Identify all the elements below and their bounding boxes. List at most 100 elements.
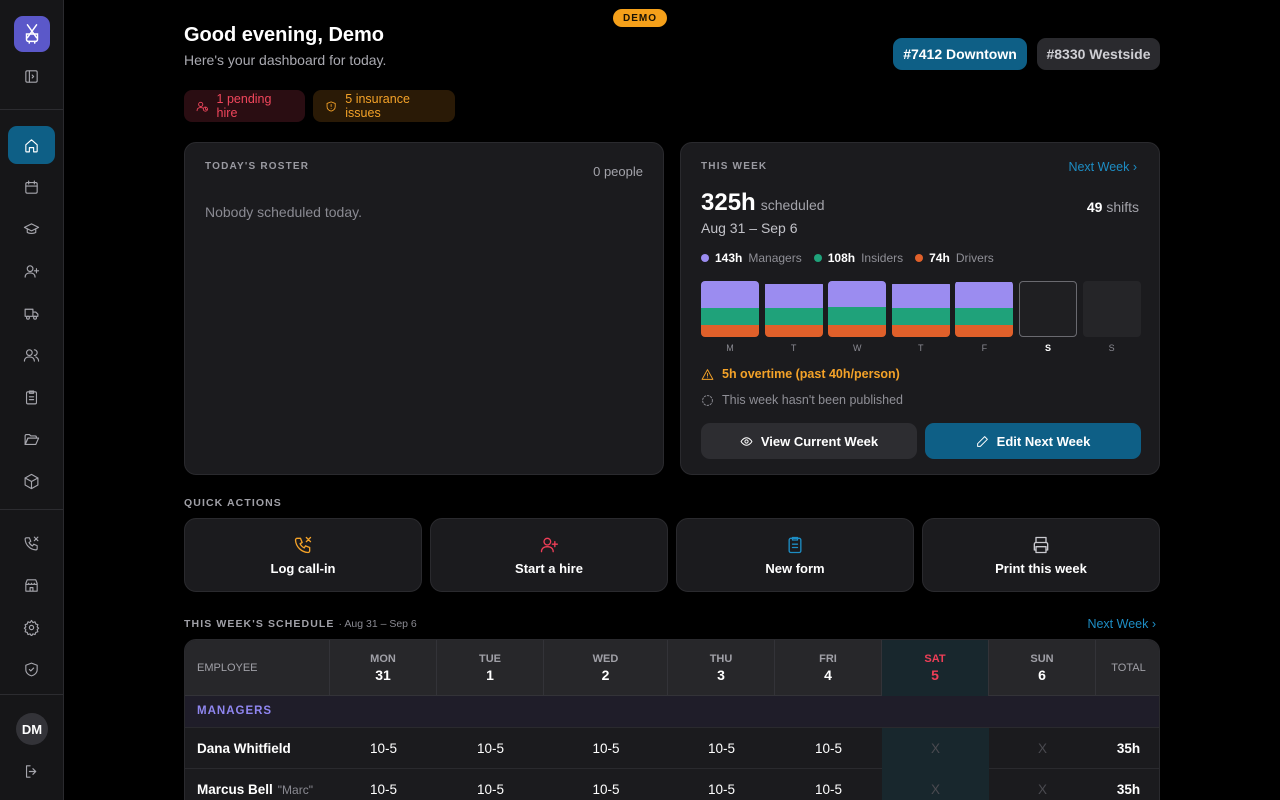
table-row[interactable]: Marcus Bell "Marc" 10-5 10-5 10-5 10-5 10-5 X X 3… xyxy=(185,769,1159,800)
drivers-segment xyxy=(891,325,950,337)
settings-icon[interactable] xyxy=(8,608,55,646)
store-tab-westside[interactable]: #8330 Westside xyxy=(1037,38,1160,70)
day-column-header: WED 2 xyxy=(544,640,668,696)
pending-hire-alert[interactable]: 1 pending hire xyxy=(184,90,305,122)
scheduled-hours: 325h scheduled xyxy=(701,189,825,217)
truck-icon[interactable] xyxy=(8,294,55,332)
day-column-header: FRI 4 xyxy=(775,640,882,696)
shift-cell[interactable]: 10-5 xyxy=(592,782,620,797)
day-bar xyxy=(1082,281,1141,337)
managers-segment xyxy=(701,281,759,308)
view-current-week-button[interactable]: View Current Week xyxy=(701,423,917,459)
table-row[interactable]: Dana Whitfield 10-5 10-5 10-5 10-5 10-5 X X 35h xyxy=(185,728,1159,769)
graduation-cap-icon[interactable] xyxy=(8,210,55,248)
shift-cell[interactable]: 10-5 xyxy=(476,782,505,797)
todays-roster-card: TODAY'S ROSTER 0 people Nobody scheduled… xyxy=(184,142,664,475)
managers-segment xyxy=(955,282,1014,308)
log-call-in-button[interactable]: Log call-in xyxy=(184,518,422,592)
day-column-header: TUE 1 xyxy=(437,640,544,696)
card-title: THIS WEEK xyxy=(701,161,768,172)
page-title: Good evening, Demo xyxy=(184,24,385,46)
shift-cell[interactable]: 10-5 xyxy=(369,782,398,797)
schedule-table: EMPLOYEE TOTAL MON 31 TUE 1 WED 2 THU 3 FRI 4 SAT 5… xyxy=(184,639,1160,800)
shift-cell[interactable]: 10-5 xyxy=(814,782,843,797)
managers-group-row: MANAGERS xyxy=(185,696,1159,728)
insiders-segment xyxy=(764,307,823,326)
day-label: M xyxy=(726,343,734,353)
week-date-range: Aug 31 – Sep 6 xyxy=(701,220,798,236)
managers-segment xyxy=(891,284,950,308)
sidebar-divider xyxy=(0,694,63,695)
user-clock-icon xyxy=(196,101,208,112)
collapse-sidebar-icon[interactable] xyxy=(8,57,55,95)
package-icon[interactable] xyxy=(8,462,55,500)
shift-cell[interactable]: X xyxy=(882,769,989,800)
new-form-button[interactable]: New form xyxy=(676,518,914,592)
edit-next-week-button[interactable]: Edit Next Week xyxy=(925,423,1141,459)
shift-cell[interactable]: X xyxy=(1037,782,1047,797)
hours-unit: scheduled xyxy=(760,197,825,213)
folder-open-icon[interactable] xyxy=(8,420,55,458)
row-total: 35h xyxy=(1116,741,1141,756)
shifts-count: 49 shifts xyxy=(1086,199,1139,215)
start-a-hire-button[interactable]: Start a hire xyxy=(430,518,668,592)
legend-drivers: 74h Drivers xyxy=(915,251,994,265)
shift-cell[interactable]: 10-5 xyxy=(592,741,620,756)
legend-insiders: 108h Insiders xyxy=(813,251,903,265)
user-plus-icon[interactable] xyxy=(8,252,55,290)
logout-icon[interactable] xyxy=(8,752,55,790)
store-tab-downtown[interactable]: #7412 Downtown xyxy=(893,38,1027,70)
phone-x-icon[interactable] xyxy=(8,524,55,562)
this-week-card: THIS WEEK Next Week › 325h scheduled Aug… xyxy=(680,142,1160,475)
shift-cell[interactable]: X xyxy=(1037,741,1047,756)
clipboard-icon xyxy=(788,536,802,553)
shift-cell[interactable]: 10-5 xyxy=(707,741,736,756)
legend-managers: 143h Managers xyxy=(701,251,802,265)
shift-cell[interactable]: 10-5 xyxy=(707,782,736,797)
day-column-header: SUN 6 xyxy=(989,640,1096,696)
employee-name[interactable]: Dana Whitfield xyxy=(197,741,291,756)
app-logo-icon[interactable] xyxy=(14,16,50,52)
drivers-segment xyxy=(701,325,759,337)
shift-cell[interactable]: 10-5 xyxy=(476,741,505,756)
shift-cell[interactable]: 10-5 xyxy=(369,741,398,756)
insurance-issues-alert[interactable]: 5 insurance issues xyxy=(313,90,455,122)
day-bar xyxy=(764,281,823,337)
store-icon[interactable] xyxy=(8,566,55,604)
day-column-header: THU 3 xyxy=(668,640,775,696)
day-label: W xyxy=(852,343,862,353)
unpublished-notice: This week hasn't been published xyxy=(701,393,903,407)
page-subtitle: Here's your dashboard for today. xyxy=(184,52,387,68)
sidebar: DM xyxy=(0,0,64,800)
day-bar xyxy=(828,281,887,337)
drivers-segment xyxy=(828,325,887,337)
day-label: T xyxy=(918,343,924,353)
schedule-next-week-link[interactable]: Next Week › xyxy=(1087,617,1156,631)
employee-name[interactable]: Marcus Bell "Marc" xyxy=(197,782,313,797)
calendar-icon[interactable] xyxy=(8,168,55,206)
managers-segment xyxy=(828,281,887,307)
user-avatar[interactable]: DM xyxy=(16,713,48,745)
day-bar xyxy=(1019,281,1077,337)
next-week-link[interactable]: Next Week › xyxy=(1068,160,1137,174)
pencil-icon xyxy=(976,435,988,447)
clipboard-list-icon[interactable] xyxy=(8,378,55,416)
shift-cell[interactable]: X xyxy=(882,728,989,769)
day-label: T xyxy=(790,343,797,353)
hours-value: 325h xyxy=(701,189,756,216)
print-this-week-button[interactable]: Print this week xyxy=(922,518,1160,592)
shift-cell[interactable]: 10-5 xyxy=(814,741,843,756)
card-title: TODAY'S ROSTER xyxy=(205,161,310,172)
day-label: S xyxy=(1108,343,1115,353)
quick-actions-title: QUICK ACTIONS xyxy=(184,497,282,509)
home-icon[interactable] xyxy=(8,126,55,164)
shield-check-icon[interactable] xyxy=(8,650,55,688)
users-icon[interactable] xyxy=(8,336,55,374)
alert-label: 1 pending hire xyxy=(216,92,272,120)
overtime-warning: 5h overtime (past 40h/person) xyxy=(701,367,900,381)
hours-legend: 143h Managers 108h Insiders 74h Drivers xyxy=(701,251,994,265)
roster-empty-message: Nobody scheduled today. xyxy=(205,204,362,220)
day-bar xyxy=(891,281,950,337)
insiders-segment xyxy=(955,307,1014,326)
